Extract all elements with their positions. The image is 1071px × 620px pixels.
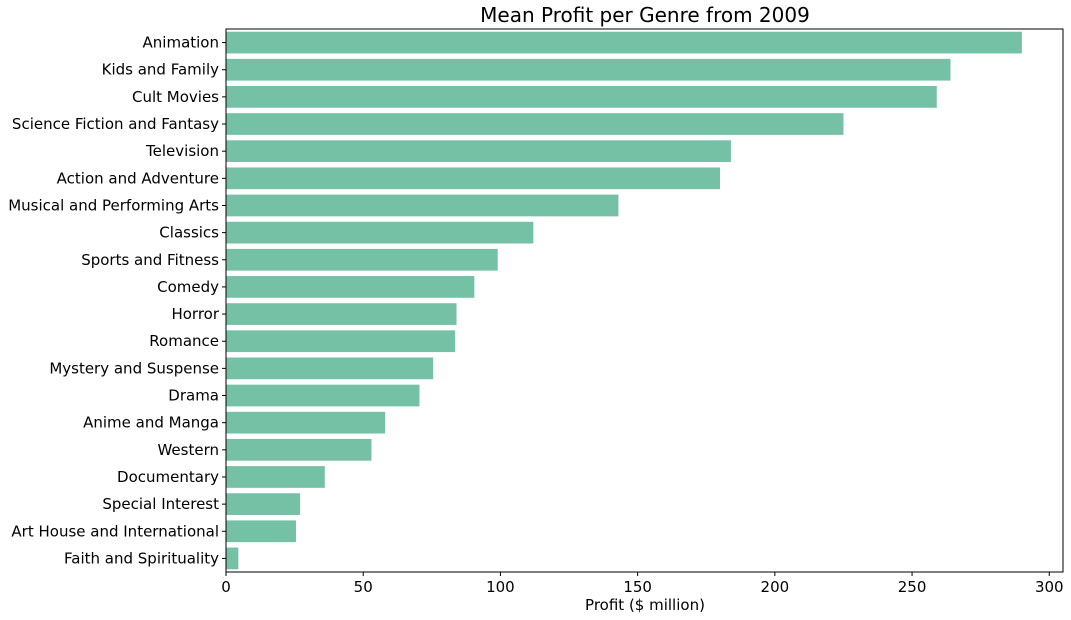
y-tick-label-drama: Drama [168,387,219,405]
y-tick-label-cult-movies: Cult Movies [132,88,219,106]
y-tick-label-animation: Animation [143,34,219,52]
bar-musical-and-performing-arts [226,194,619,217]
y-tick-label-anime-and-manga: Anime and Manga [83,414,219,432]
bar-comedy [226,276,475,298]
bar-mystery-and-suspense [226,357,434,380]
y-tick-label-action-and-adventure: Action and Adventure [57,169,219,187]
y-tick-label-kids-and-family: Kids and Family [102,61,219,79]
y-tick-label-comedy: Comedy [157,278,219,296]
bar-western [226,438,372,461]
bar-horror [226,303,457,325]
x-tick-label: 250 [898,578,927,596]
bar-animation [226,31,1022,54]
x-tick-label: 150 [623,578,652,596]
x-tick-label: 100 [486,578,515,596]
plot-frame [225,28,1064,573]
bar-faith-and-spirituality [226,547,239,570]
bar-documentary [226,466,325,488]
y-tick-label-western: Western [157,441,219,459]
bar-special-interest [226,493,301,515]
y-tick-labels: Animation Kids and Family Cult Movies Scien… [8,34,226,567]
y-tick-label-sports-and-fitness: Sports and Fitness [81,251,219,269]
y-tick-label-documentary: Documentary [117,468,219,486]
x-tick-label: 200 [761,578,790,596]
bar-science-fiction-and-fantasy [226,113,844,135]
y-tick-label-musical-and-performing-arts: Musical and Performing Arts [8,196,219,214]
y-tick-label-television: Television [145,142,219,160]
bar-kids-and-family [226,58,951,81]
y-tick-label-horror: Horror [171,305,219,323]
x-tick-label: 50 [354,578,373,596]
y-tick-label-classics: Classics [159,224,219,242]
bar-cult-movies [226,86,937,108]
bar-art-house-and-international [226,520,296,543]
x-tick-label: 0 [221,578,231,596]
bar-anime-and-manga [226,411,386,434]
y-tick-label-mystery-and-suspense: Mystery and Suspense [49,359,219,377]
x-axis-label: Profit ($ million) [585,596,705,614]
y-tick-label-faith-and-spirituality: Faith and Spirituality [64,549,219,567]
bar-romance [226,330,456,353]
y-tick-label-romance: Romance [149,332,219,350]
bar-action-and-adventure [226,167,720,190]
bar-sports-and-fitness [226,248,498,271]
bar-drama [226,384,420,407]
y-tick-label-art-house-and-international: Art House and International [11,522,219,540]
bars-layer [226,31,1022,570]
bar-classics [226,221,534,244]
bar-television [226,140,731,163]
chart-title: Mean Profit per Genre from 2009 [480,3,810,27]
x-tick-label: 300 [1035,578,1064,596]
y-tick-label-science-fiction-and-fantasy: Science Fiction and Fantasy [12,115,219,133]
x-ticks: 0 50 100 150 200 250 300 [221,572,1064,596]
y-tick-label-special-interest: Special Interest [102,495,219,513]
